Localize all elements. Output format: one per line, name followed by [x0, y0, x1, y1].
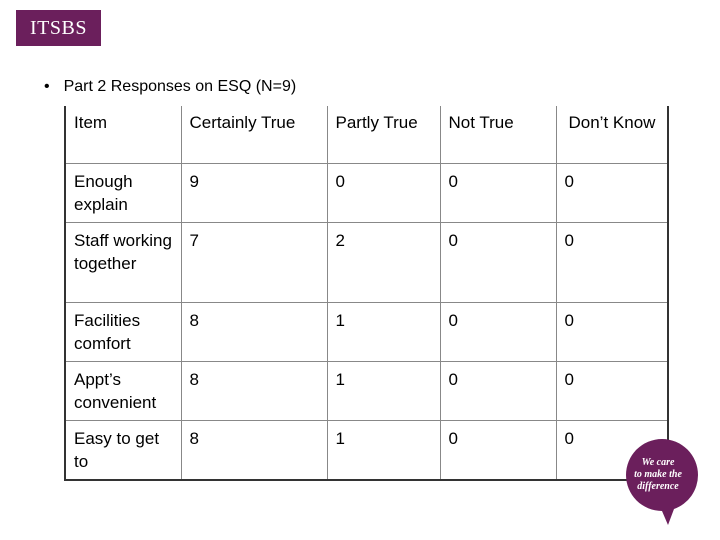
bullet-glyph: • — [44, 78, 50, 95]
table-row: Enough explain 9 0 0 0 — [64, 163, 669, 223]
table-row: Appt’s convenient 8 1 0 0 — [64, 361, 669, 421]
header-cell: Item — [64, 106, 182, 164]
value-cell: 0 — [555, 163, 669, 223]
value-cell: 8 — [180, 361, 328, 421]
value-cell: 2 — [326, 222, 441, 303]
value-cell: 0 — [439, 222, 557, 303]
value-cell: 1 — [326, 302, 441, 362]
header-cell: Partly True — [326, 106, 441, 164]
value-cell: 0 — [555, 361, 669, 421]
value-cell: 0 — [439, 302, 557, 362]
header-cell: Not True — [439, 106, 557, 164]
item-cell: Easy to get to — [64, 420, 182, 481]
value-cell: 0 — [326, 163, 441, 223]
logo-text: ITSBS — [30, 16, 87, 39]
table-row: Staff working together 7 2 0 0 — [64, 222, 669, 303]
table-row: Easy to get to 8 1 0 0 — [64, 420, 669, 481]
badge-line-2: to make the — [634, 469, 682, 480]
value-cell: 1 — [326, 361, 441, 421]
badge-line-1: We care — [642, 457, 675, 468]
item-cell: Facilities comfort — [64, 302, 182, 362]
item-cell: Appt’s convenient — [64, 361, 182, 421]
badge-line-3: difference — [637, 481, 679, 492]
item-cell: Staff working together — [64, 222, 182, 303]
header-cell: Don’t Know — [555, 106, 669, 164]
itsbs-logo: ITSBS — [16, 10, 101, 46]
value-cell: 0 — [439, 163, 557, 223]
table-header-row: Item Certainly True Partly True Not True… — [64, 106, 669, 164]
esq-responses-table: Item Certainly True Partly True Not True… — [64, 106, 669, 481]
header-cell: Certainly True — [180, 106, 328, 164]
value-cell: 8 — [180, 302, 328, 362]
heading-text: Part 2 Responses on ESQ (N=9) — [63, 78, 297, 95]
value-cell: 7 — [180, 222, 328, 303]
item-cell: Enough explain — [64, 163, 182, 223]
value-cell: 9 — [180, 163, 328, 223]
we-care-badge-icon: We care to make the difference — [626, 439, 699, 525]
value-cell: 0 — [555, 302, 669, 362]
value-cell: 0 — [439, 420, 557, 481]
value-cell: 8 — [180, 420, 328, 481]
value-cell: 0 — [439, 361, 557, 421]
slide-heading: • Part 2 Responses on ESQ (N=9) — [44, 78, 296, 96]
value-cell: 0 — [555, 222, 669, 303]
table-row: Facilities comfort 8 1 0 0 — [64, 302, 669, 362]
value-cell: 1 — [326, 420, 441, 481]
